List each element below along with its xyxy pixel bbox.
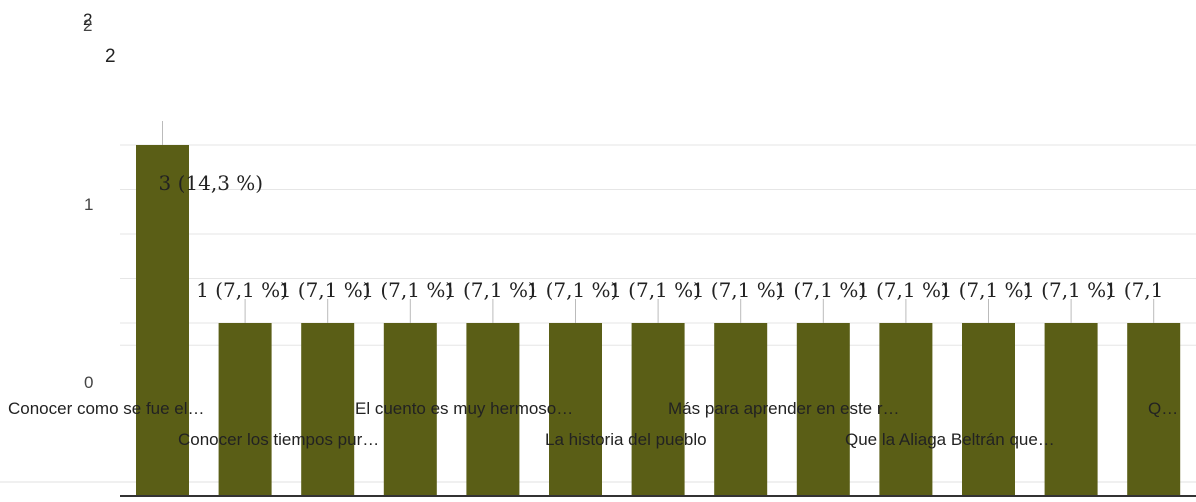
bar <box>218 323 272 496</box>
data-label: 1 (7,1 <box>1105 278 1164 302</box>
bar <box>383 323 437 496</box>
data-label: 1 (7,1 %) <box>940 278 1032 302</box>
bar <box>1127 323 1181 496</box>
bar <box>796 323 850 496</box>
bar <box>466 323 520 496</box>
y-axis-ticks: 0 1 2 <box>83 16 93 392</box>
data-label: 1 (7,1 %) <box>692 278 784 302</box>
data-label: 1 (7,1 %) <box>527 278 619 302</box>
sub-number: 2 <box>105 46 116 67</box>
data-label: 1 (7,1 %) <box>1022 278 1114 302</box>
x-tick-label: Que la Aliaga Beltrán que… <box>845 430 1055 449</box>
data-label: 3 (14,3 %) <box>159 171 264 195</box>
x-tick-label: Conocer los tiempos pur… <box>178 430 379 449</box>
x-tick-label: El cuento es muy hermoso… <box>355 399 573 418</box>
bars <box>136 145 1181 496</box>
bar <box>631 323 685 496</box>
y-tick-label: 0 <box>84 373 93 392</box>
data-labels: 3 (14,3 %)1 (7,1 %)1 (7,1 %)1 (7,1 %)1 (… <box>159 121 1164 323</box>
y-tick-label: 1 <box>84 195 93 214</box>
bar <box>879 323 933 496</box>
bar <box>136 145 189 496</box>
top-number: 2 <box>83 10 93 29</box>
data-label: 1 (7,1 %) <box>361 278 453 302</box>
x-axis-labels: Conocer como se fue el… Conocer los tiemp… <box>8 399 1178 449</box>
bar <box>1044 323 1098 496</box>
x-tick-label: Más para aprender en este r… <box>668 399 900 418</box>
data-label: 1 (7,1 %) <box>444 278 536 302</box>
data-label: 1 (7,1 %) <box>279 278 371 302</box>
data-label: 1 (7,1 %) <box>774 278 866 302</box>
bar <box>962 323 1015 496</box>
bar <box>301 323 355 496</box>
bar <box>549 323 602 496</box>
data-label: 1 (7,1 %) <box>857 278 949 302</box>
bar <box>714 323 768 496</box>
y-tick-label: 2 <box>83 16 92 35</box>
x-tick-label: Q… <box>1148 399 1178 418</box>
data-label: 1 (7,1 %) <box>196 278 288 302</box>
data-label: 1 (7,1 %) <box>609 278 701 302</box>
x-tick-label: Conocer como se fue el… <box>8 399 205 418</box>
x-tick-label: La historia del pueblo <box>545 430 707 449</box>
